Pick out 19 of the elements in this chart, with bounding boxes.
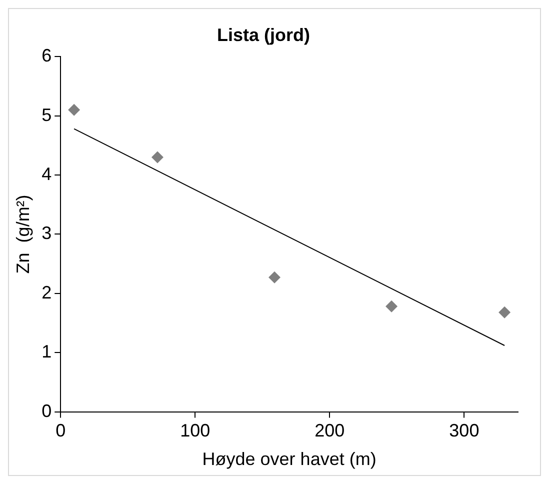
y-tick-label: 6 [42,46,52,66]
chart-title: Lista (jord) [217,24,310,45]
x-axis-title: Høyde over havet (m) [202,449,376,470]
y-tick-label: 3 [42,223,52,244]
y-tick-label: 1 [42,342,52,362]
y-tick-label: 2 [42,282,52,302]
point [68,104,80,116]
y-axis-title: Zn (g/m²) [12,194,33,274]
y-tick-label: 5 [42,104,52,125]
x-tick-label: 200 [314,420,345,441]
y-tick-label: 0 [42,400,52,421]
point [151,151,164,164]
y-tick-label: 4 [42,164,52,184]
point [498,306,511,318]
x-tick-label: 100 [180,420,210,441]
x-tick-label: 300 [449,420,480,441]
point [268,271,281,284]
x-tick-label: 0 [56,420,66,441]
point [386,300,398,312]
